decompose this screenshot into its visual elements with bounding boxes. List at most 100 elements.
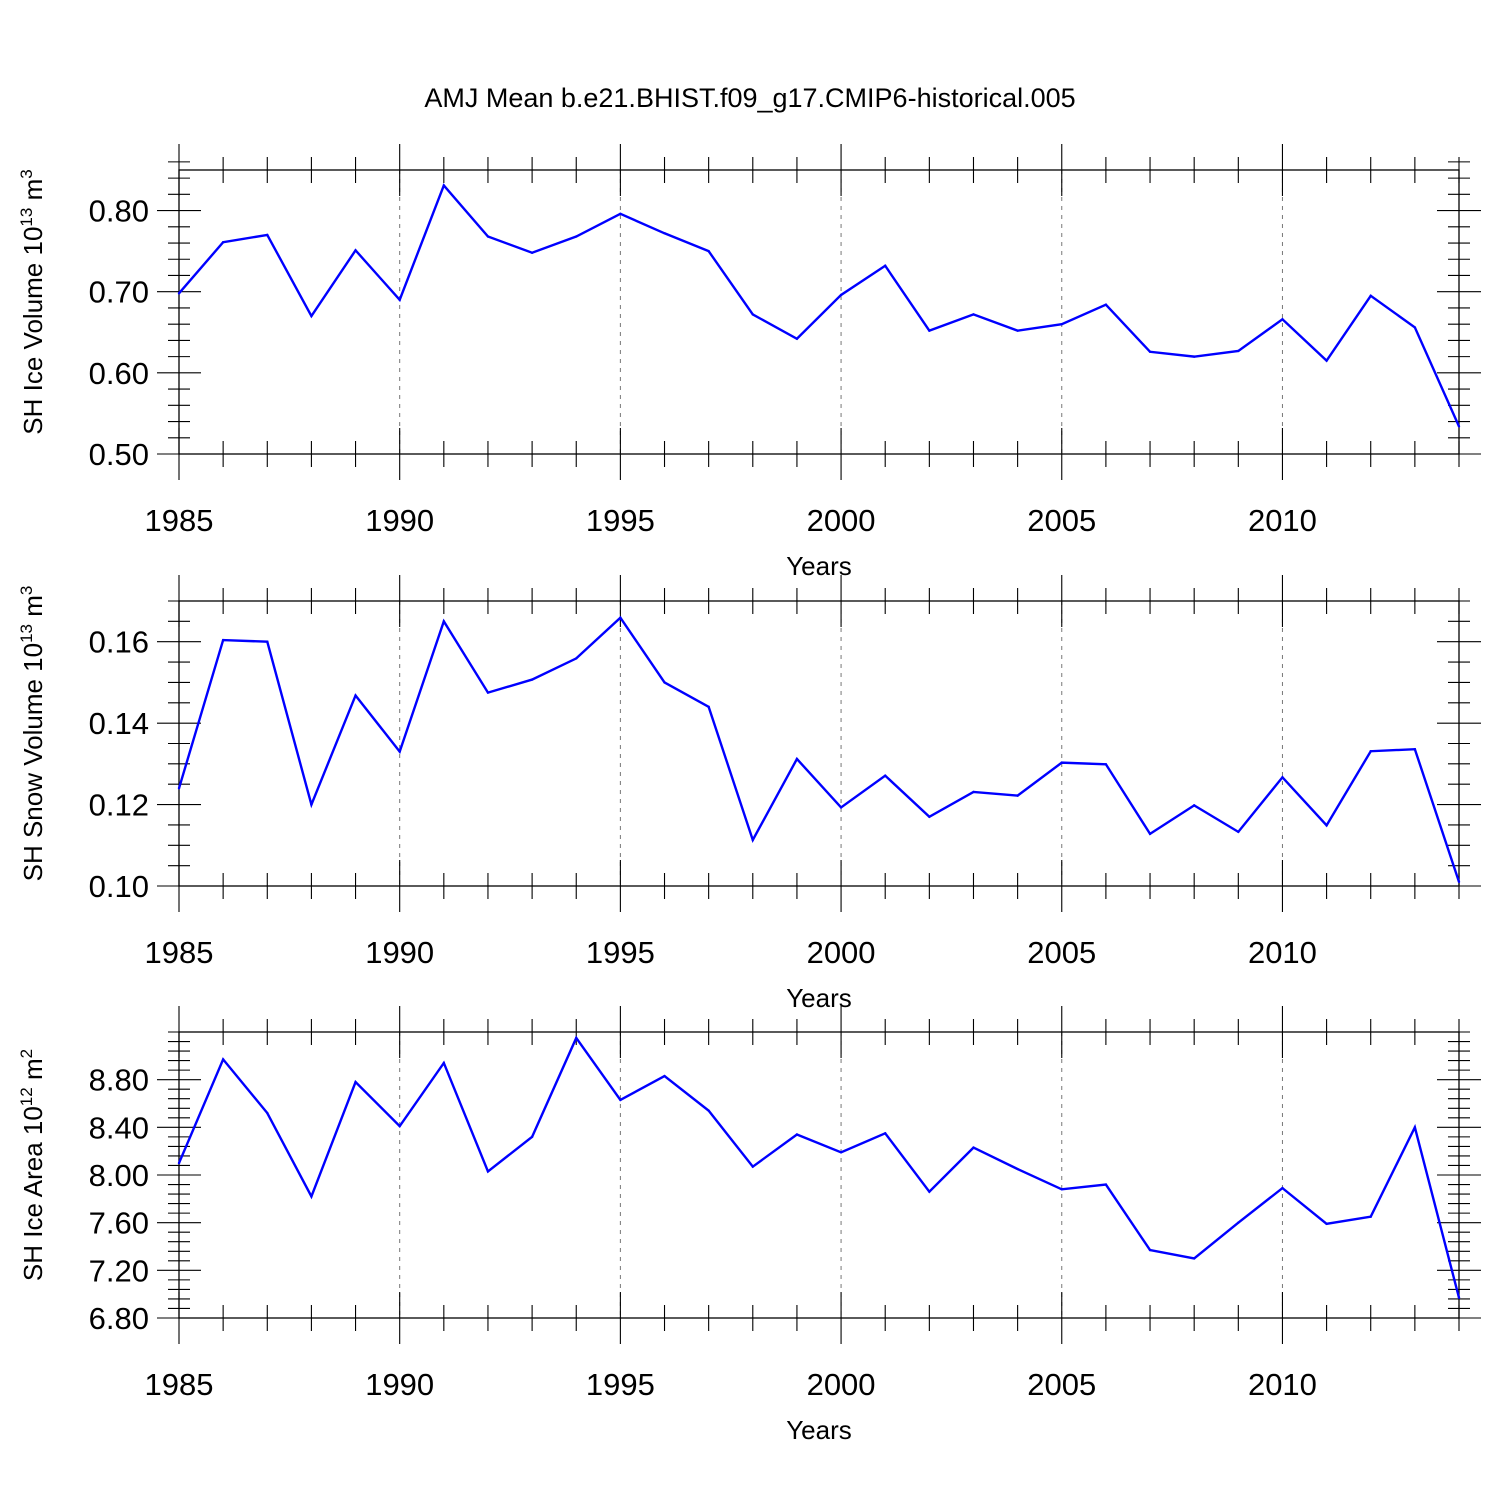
data-point bbox=[663, 681, 666, 684]
data-point bbox=[575, 657, 578, 660]
x-tick-label: 2000 bbox=[807, 1367, 876, 1402]
chart-title: AMJ Mean b.e21.BHIST.f09_g17.CMIP6-histo… bbox=[424, 83, 1075, 113]
series-line bbox=[177, 615, 1461, 883]
data-point bbox=[1281, 318, 1284, 321]
data-point bbox=[1325, 824, 1328, 827]
x-tick-label: 2010 bbox=[1248, 935, 1317, 970]
data-point bbox=[1192, 1257, 1196, 1260]
data-point bbox=[354, 249, 357, 252]
data-point bbox=[1281, 1186, 1284, 1190]
x-tick-label: 1990 bbox=[365, 1367, 434, 1402]
data-point bbox=[707, 705, 710, 709]
data-point bbox=[1237, 830, 1240, 834]
y-tick-label: 0.60 bbox=[89, 356, 149, 391]
data-point bbox=[839, 1151, 843, 1154]
data-point bbox=[177, 1161, 181, 1165]
data-point bbox=[221, 241, 225, 244]
data-point bbox=[1016, 794, 1019, 797]
data-point bbox=[972, 313, 975, 316]
y-tick-label: 0.16 bbox=[89, 625, 149, 660]
data-point bbox=[1413, 1126, 1417, 1129]
x-tick-label: 2000 bbox=[807, 503, 876, 538]
data-point bbox=[486, 691, 490, 694]
x-tick-label: 2010 bbox=[1248, 1367, 1317, 1402]
y-tick-label: 6.80 bbox=[89, 1301, 149, 1336]
x-axis-label: Years bbox=[786, 983, 852, 1013]
data-point bbox=[1104, 1183, 1108, 1186]
y-tick-label: 0.10 bbox=[89, 869, 149, 904]
data-point bbox=[530, 251, 534, 254]
data-point bbox=[663, 232, 666, 235]
data-point bbox=[751, 313, 754, 316]
data-point bbox=[1192, 804, 1196, 807]
data-point bbox=[884, 774, 887, 777]
x-tick-label: 1995 bbox=[586, 935, 655, 970]
data-point bbox=[1325, 1222, 1328, 1226]
x-tick-label: 2005 bbox=[1027, 1367, 1096, 1402]
data-point bbox=[1060, 761, 1063, 764]
data-point bbox=[884, 1132, 887, 1135]
data-point bbox=[221, 638, 225, 642]
y-axis-label: SH Snow Volume 1013 m3 bbox=[17, 586, 48, 882]
data-point bbox=[884, 264, 887, 267]
data-point bbox=[1369, 294, 1372, 297]
y-axis-label-exponent: 3 bbox=[17, 169, 36, 178]
x-tick-label: 2000 bbox=[807, 935, 876, 970]
data-point bbox=[398, 750, 401, 753]
y-axis-label-text: m bbox=[18, 1058, 48, 1087]
data-point bbox=[928, 815, 931, 818]
data-point bbox=[221, 1058, 225, 1061]
y-axis-label-exponent: 12 bbox=[17, 1087, 36, 1106]
data-point bbox=[1104, 303, 1108, 306]
data-point bbox=[1192, 355, 1196, 358]
y-tick-label: 0.50 bbox=[89, 437, 149, 472]
data-point bbox=[1060, 322, 1063, 326]
y-tick-label: 0.70 bbox=[89, 275, 149, 310]
data-point bbox=[1369, 1215, 1372, 1218]
y-axis-label-exponent: 13 bbox=[17, 624, 36, 643]
x-tick-label: 1985 bbox=[145, 935, 214, 970]
x-tick-label: 2005 bbox=[1027, 503, 1096, 538]
data-point bbox=[751, 838, 754, 842]
data-point bbox=[663, 1074, 666, 1078]
x-axis-label: Years bbox=[786, 551, 852, 581]
y-tick-label: 8.40 bbox=[89, 1110, 149, 1145]
data-point bbox=[177, 787, 181, 790]
data-point bbox=[310, 803, 313, 806]
y-axis-label-text: SH Snow Volume 10 bbox=[18, 643, 48, 881]
data-point bbox=[1148, 350, 1152, 353]
x-tick-label: 2010 bbox=[1248, 503, 1317, 538]
data-point bbox=[354, 694, 357, 697]
chart-panel-3: 6.80 7.20 7.60 8.00 8.40 8.80 1985 1990 1995 2000… bbox=[17, 1006, 1481, 1445]
y-axis-label: SH Ice Area 1012 m2 bbox=[17, 1049, 48, 1281]
data-point bbox=[310, 314, 313, 318]
data-point bbox=[1237, 1221, 1240, 1224]
data-point bbox=[1457, 425, 1461, 428]
data-point bbox=[1016, 329, 1019, 332]
data-point bbox=[442, 620, 446, 623]
data-point bbox=[619, 616, 622, 619]
data-point bbox=[619, 1098, 622, 1102]
x-tick-label: 2005 bbox=[1027, 935, 1096, 970]
y-tick-label: 7.20 bbox=[89, 1253, 149, 1288]
plot-frame bbox=[178, 1031, 1460, 1319]
chart-panel-1: 0.50 0.60 0.70 0.80 1985 1990 1995 2000 2005 2010… bbox=[17, 144, 1481, 581]
y-tick-label: 0.80 bbox=[89, 194, 149, 229]
data-point bbox=[972, 1146, 975, 1149]
chart-panels: 0.50 0.60 0.70 0.80 1985 1990 1995 2000 2005 2010… bbox=[17, 144, 1481, 1445]
data-point bbox=[266, 640, 269, 643]
data-point bbox=[1148, 1248, 1152, 1252]
data-point bbox=[751, 1165, 754, 1168]
data-point bbox=[1281, 776, 1284, 779]
data-point bbox=[266, 233, 269, 237]
data-point bbox=[442, 1061, 446, 1065]
data-point bbox=[266, 1111, 269, 1115]
data-point bbox=[1104, 763, 1108, 766]
series-line bbox=[177, 1035, 1461, 1299]
series-line bbox=[178, 183, 1461, 427]
x-tick-label: 1990 bbox=[365, 935, 434, 970]
plot-frame bbox=[178, 169, 1460, 455]
y-tick-label: 7.60 bbox=[89, 1206, 149, 1241]
data-point bbox=[928, 329, 931, 332]
y-axis-label-text: SH Ice Volume 10 bbox=[18, 227, 48, 435]
